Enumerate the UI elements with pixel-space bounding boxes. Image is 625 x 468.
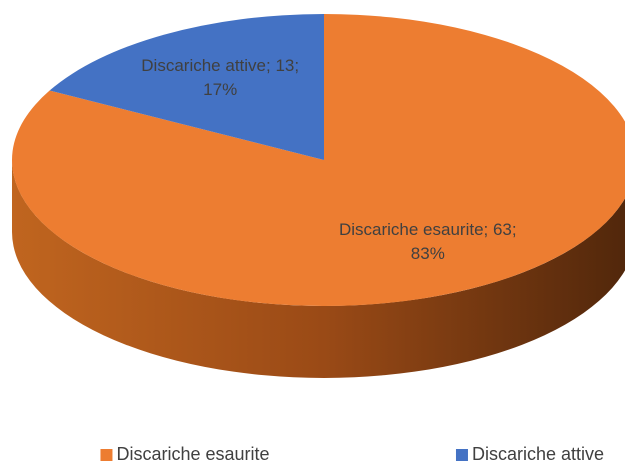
legend-swatch <box>100 448 113 461</box>
pie-side <box>12 160 625 378</box>
pie-slice <box>12 14 625 306</box>
legend-label: Discariche esaurite <box>116 444 270 464</box>
legend-label: Discariche attive <box>471 444 605 464</box>
data-label: Discariche esaurite; 63; 83% <box>338 219 517 263</box>
legend-swatch <box>455 448 468 461</box>
pie-slice <box>49 14 325 160</box>
legend-item: Discariche esaurite <box>100 444 270 465</box>
data-label: Discariche attive; 13; 17% <box>141 56 300 100</box>
legend-item: Discariche attive <box>455 444 605 465</box>
